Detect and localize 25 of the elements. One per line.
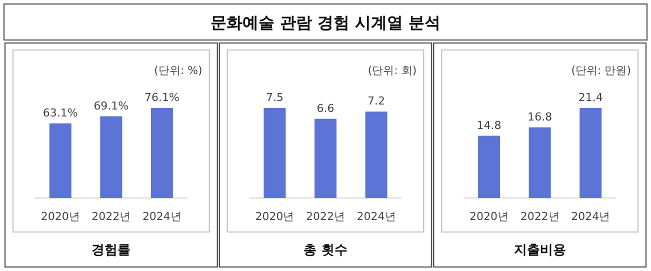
data-label: 6.6 — [316, 102, 334, 115]
x-tick-label: 2020년 — [40, 210, 80, 223]
data-label: 16.8 — [528, 110, 552, 124]
x-tick-label: 2024년 — [571, 210, 610, 223]
x-tick-label: 2022년 — [306, 210, 345, 223]
x-tick-label: 2020년 — [470, 210, 509, 223]
text: (단위: %) — [154, 64, 202, 77]
x-axis-title: 경험률 — [92, 243, 131, 258]
data-label: 69.1% — [94, 99, 129, 112]
data-label: 21.4 — [578, 91, 603, 104]
data-label: 14.8 — [476, 118, 502, 132]
x-axis-title: 지출비용 — [514, 243, 566, 258]
x-tick-label: 2022년 — [520, 210, 560, 223]
text: (단위: 회) — [368, 64, 417, 77]
text: (단위: 만원) — [571, 64, 631, 77]
x-tick-label: 2024년 — [356, 210, 396, 223]
x-tick-label: 2022년 — [92, 210, 131, 223]
data-label: 7.5 — [266, 91, 284, 104]
text: 문화예술 관람 경험 시계열 분석 — [210, 13, 441, 32]
x-axis-title: 총 횟수 — [304, 243, 348, 258]
data-label: 7.2 — [368, 94, 386, 108]
x-tick-label: 2020년 — [255, 210, 294, 223]
data-label: 63.1% — [42, 106, 78, 120]
data-label: 76.1% — [144, 91, 180, 104]
x-tick-label: 2024년 — [142, 210, 182, 223]
